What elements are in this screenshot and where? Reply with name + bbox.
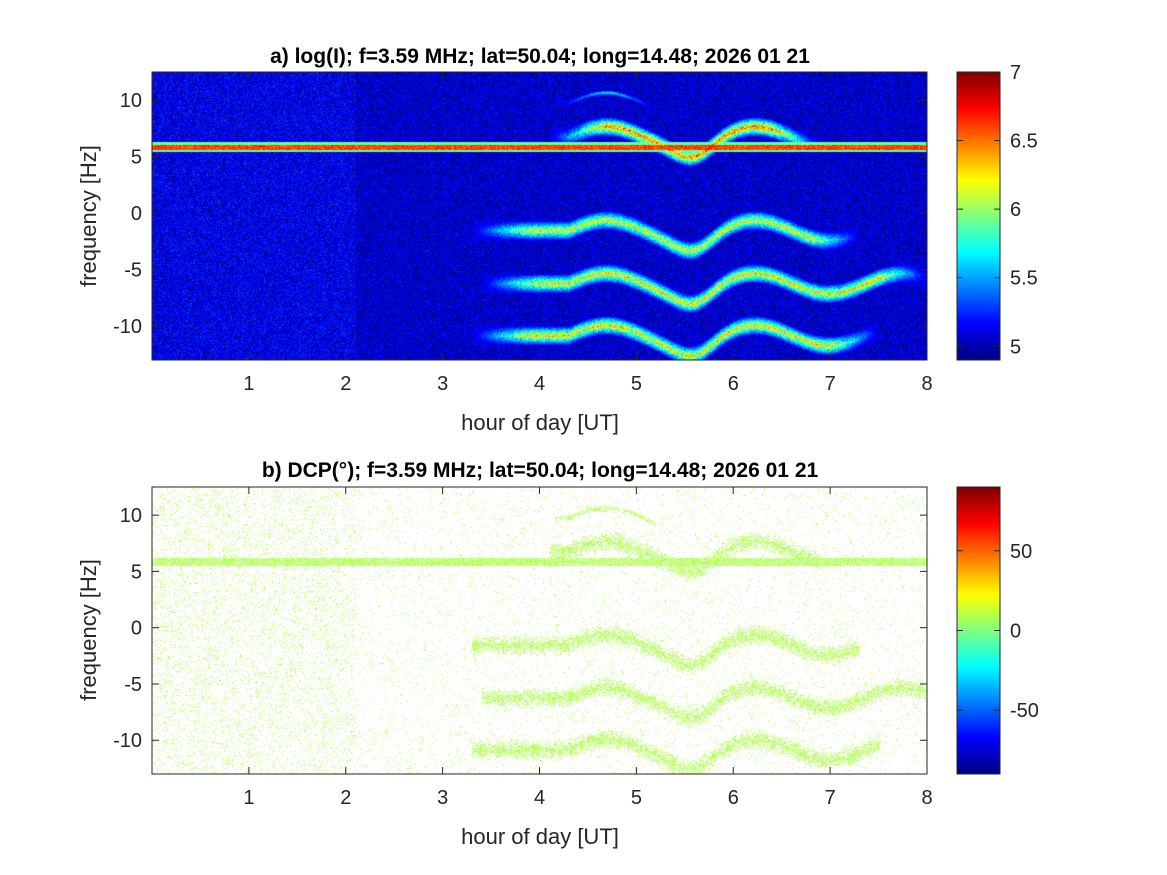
x-tick-label: 1: [243, 373, 254, 395]
colorbar-tick-label: 50: [1010, 541, 1032, 563]
panel-a-ticks: 1 2 3 4 5 6 7 8 10 5 0 -5 -10: [113, 72, 933, 395]
x-tick-label: 2: [340, 373, 351, 395]
x-tick-label: 1: [243, 787, 254, 809]
panel-b-heatmap-holder: [152, 487, 927, 774]
x-tick-label: 8: [921, 373, 932, 395]
colorbar-tick-label: 0: [1010, 621, 1021, 643]
colorbar-tick-label: 5: [1010, 336, 1021, 358]
colorbar-tick-label: 6.5: [1010, 131, 1038, 153]
panel-b-colorbar: [957, 487, 1000, 774]
x-tick-label: 4: [534, 787, 545, 809]
panel-b-colorbar-ticks: 50 0 -50: [957, 541, 1039, 722]
y-tick-label: 5: [131, 561, 142, 583]
panel-a: a) log(I); f=3.59 MHz; lat=50.04; long=1…: [76, 45, 1038, 435]
y-tick-label: 0: [131, 203, 142, 225]
panel-a-ylabel: frequency [Hz]: [76, 145, 101, 287]
y-tick-label: -5: [124, 260, 142, 282]
panel-b: b) DCP(°); f=3.59 MHz; lat=50.04; long=1…: [76, 459, 1039, 849]
x-tick-label: 6: [728, 373, 739, 395]
y-tick-label: -10: [113, 316, 142, 338]
x-tick-label: 5: [631, 373, 642, 395]
x-tick-label: 8: [921, 787, 932, 809]
panel-a-colorbar-holder: [957, 72, 1000, 360]
panel-a-colorbar-ticks: 7 6.5 6 5.5 5: [957, 62, 1038, 358]
panel-a-heatmap-holder: [152, 72, 927, 360]
x-tick-label: 4: [534, 373, 545, 395]
colorbar-tick-label: 5.5: [1010, 268, 1038, 290]
panel-a-colorbar-frame: [956, 71, 1001, 361]
x-tick-label: 3: [437, 373, 448, 395]
y-tick-label: 0: [131, 618, 142, 640]
panel-a-heatmap: [152, 72, 927, 360]
y-tick-label: 10: [120, 90, 142, 112]
x-tick-label: 7: [825, 787, 836, 809]
panel-b-xlabel: hour of day [UT]: [461, 824, 619, 849]
y-tick-label: -5: [124, 674, 142, 696]
y-tick-label: 5: [131, 147, 142, 169]
x-tick-label: 5: [631, 787, 642, 809]
y-tick-label: -10: [113, 730, 142, 752]
x-tick-label: 6: [728, 787, 739, 809]
panel-b-ticks: 1 2 3 4 5 6 7 8 10 5 0 -5 -10: [113, 487, 933, 809]
colorbar-tick-label: 7: [1010, 62, 1021, 84]
x-tick-label: 2: [340, 787, 351, 809]
colorbar-tick-label: 6: [1010, 199, 1021, 221]
panel-b-heatmap: [152, 487, 927, 774]
panel-a-colorbar: [957, 72, 1000, 360]
x-tick-label: 7: [825, 373, 836, 395]
colorbar-tick-label: -50: [1010, 700, 1039, 722]
panel-a-title: a) log(I); f=3.59 MHz; lat=50.04; long=1…: [270, 45, 810, 68]
panel-b-title: b) DCP(°); f=3.59 MHz; lat=50.04; long=1…: [262, 459, 819, 482]
panel-a-xlabel: hour of day [UT]: [461, 410, 619, 435]
panel-b-ylabel: frequency [Hz]: [76, 559, 101, 701]
x-tick-label: 3: [437, 787, 448, 809]
y-tick-label: 10: [120, 505, 142, 527]
panel-b-colorbar-holder: [957, 487, 1000, 774]
